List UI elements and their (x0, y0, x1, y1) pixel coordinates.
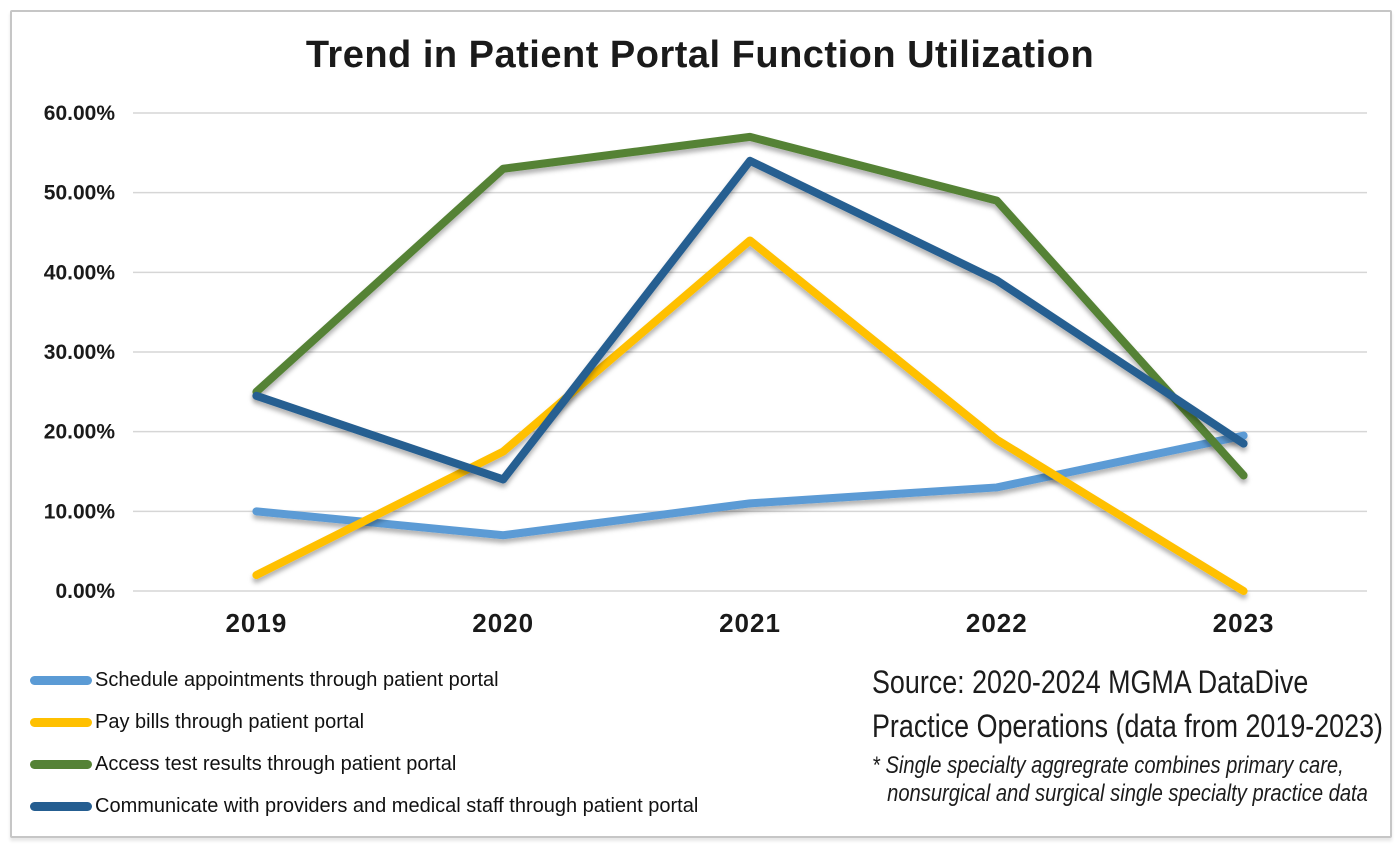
y-tick-label: 30.00% (44, 341, 116, 364)
series-line-0 (252, 431, 1248, 540)
legend-label: Access test results through patient port… (95, 752, 457, 775)
legend-swatch (30, 801, 92, 811)
x-tick-label: 2020 (472, 608, 534, 638)
legend-swatch (30, 675, 92, 685)
legend-swatch (30, 759, 92, 769)
legend-swatch (30, 717, 92, 727)
source-note-line-1: * Single specialty aggregrate combines p… (872, 752, 1344, 779)
x-tick-label: 2022 (966, 608, 1028, 638)
legend-label: Pay bills through patient portal (95, 710, 365, 733)
legend-item: Pay bills through patient portal (30, 701, 698, 743)
x-tick-label: 2021 (719, 608, 781, 638)
x-tick-label: 2023 (1213, 608, 1275, 638)
series-line-2 (252, 132, 1248, 480)
legend-item: Access test results through patient port… (30, 743, 698, 785)
y-tick-label: 50.00% (44, 182, 116, 205)
source-line-2: Practice Operations (data from 2019-2023… (872, 708, 1383, 744)
source-note-line-2: nonsurgical and surgical single specialt… (887, 780, 1368, 807)
chart-legend: Schedule appointments through patient po… (30, 659, 698, 827)
chart-frame (10, 10, 1392, 838)
legend-item: Communicate with providers and medical s… (30, 785, 698, 827)
legend-label: Schedule appointments through patient po… (95, 668, 499, 691)
x-tick-label: 2019 (225, 608, 287, 638)
series-line-3 (252, 156, 1248, 484)
legend-item: Schedule appointments through patient po… (30, 659, 698, 701)
y-tick-label: 20.00% (44, 421, 116, 444)
series-line-1 (252, 236, 1248, 595)
source-attribution: Source: 2020-2024 MGMA DataDive Practice… (872, 660, 1393, 808)
chart-title: Trend in Patient Portal Function Utiliza… (305, 34, 1095, 76)
y-tick-label: 60.00% (44, 102, 116, 125)
legend-label: Communicate with providers and medical s… (95, 794, 699, 817)
y-tick-label: 40.00% (44, 261, 116, 284)
y-tick-label: 0.00% (55, 580, 115, 603)
source-line-1: Source: 2020-2024 MGMA DataDive (872, 664, 1309, 700)
y-tick-label: 10.00% (44, 500, 116, 523)
